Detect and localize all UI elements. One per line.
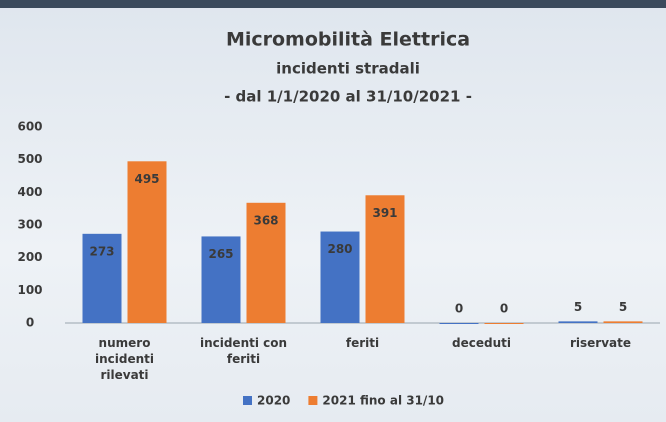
x-tick-label: incidenti con feriti: [199, 336, 288, 366]
y-tick-label: 200: [17, 250, 42, 264]
data-label: 368: [253, 213, 278, 227]
y-tick-label: 100: [17, 283, 42, 297]
data-label: 495: [134, 172, 159, 186]
bar: [603, 321, 643, 323]
data-label: 0: [500, 302, 508, 316]
bar: [127, 161, 167, 323]
chart-subtitle: - dal 1/1/2020 al 31/10/2021 -: [224, 88, 472, 106]
x-tick-label: feriti: [345, 336, 380, 350]
top-border: [0, 0, 666, 8]
data-label: 265: [208, 247, 233, 261]
y-tick-label: 600: [17, 120, 42, 134]
legend-swatch: [243, 396, 252, 405]
y-tick-label: 0: [26, 316, 34, 330]
data-label: 5: [619, 300, 627, 314]
bar: [365, 195, 405, 323]
legend-swatch: [308, 396, 318, 405]
data-label: 280: [327, 242, 352, 256]
bar: [320, 231, 360, 323]
bar: [439, 323, 479, 324]
bar: [201, 236, 241, 323]
data-label: 273: [89, 244, 114, 258]
x-tick-label: deceduti: [452, 336, 511, 350]
data-label: 5: [574, 300, 582, 314]
data-label: 391: [372, 206, 397, 220]
data-label: 0: [455, 302, 463, 316]
legend-label: 2021 fino al 31/10: [322, 394, 444, 408]
y-tick-label: 300: [17, 218, 42, 232]
y-tick-label: 500: [17, 152, 42, 166]
chart-title: Micromobilità Elettrica: [226, 29, 470, 51]
x-tick-label: numero incidenti rilevati: [94, 336, 154, 382]
chart-subtitle: incidenti stradali: [276, 60, 420, 78]
legend-label: 2020: [257, 394, 290, 408]
bar: [82, 233, 122, 323]
x-tick-label: riservate: [569, 336, 632, 350]
bar: [558, 321, 598, 323]
y-tick-label: 400: [17, 185, 42, 199]
bar: [484, 323, 524, 324]
bar: [246, 202, 286, 323]
